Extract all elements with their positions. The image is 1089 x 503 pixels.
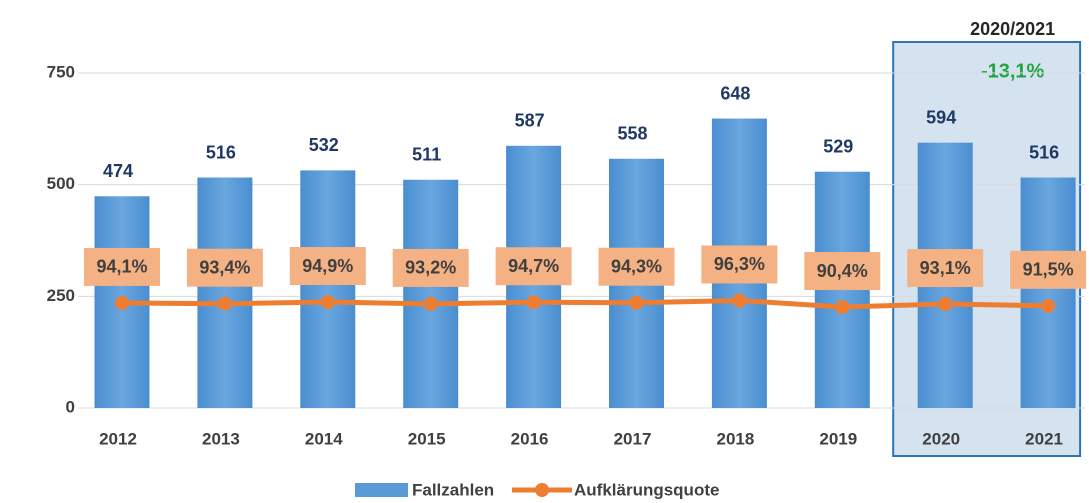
y-tick-label: 250 <box>47 286 75 305</box>
bar-label: 474 <box>103 161 133 181</box>
line-label: 91,5% <box>1023 260 1074 280</box>
line-label: 93,4% <box>199 257 250 277</box>
line-point <box>115 295 129 310</box>
line-label: 94,1% <box>96 257 147 277</box>
line-label: 90,4% <box>817 261 868 281</box>
bar-label: 511 <box>412 145 441 165</box>
bar-label: 587 <box>515 111 545 131</box>
bar <box>197 177 253 408</box>
x-tick-label: 2021 <box>1025 429 1063 448</box>
y-tick-label: 750 <box>47 62 75 81</box>
x-tick-label: 2018 <box>716 429 754 448</box>
line-label-box <box>701 245 778 284</box>
x-tick-label: 2019 <box>819 429 857 448</box>
annotation-title: 2020/2021 <box>970 19 1055 39</box>
legend-label: Aufklärungsquote <box>574 480 719 499</box>
bar-label: 594 <box>926 107 956 127</box>
bar-label: 558 <box>617 124 647 144</box>
line-point <box>217 296 232 311</box>
line-label: 96,3% <box>714 254 765 274</box>
bar-label: 532 <box>309 135 339 155</box>
bar-label: 648 <box>720 83 750 103</box>
line-label-box <box>598 247 675 286</box>
line-point <box>629 295 644 310</box>
bar <box>1020 177 1076 408</box>
x-tick-label: 2014 <box>305 429 343 448</box>
line-point <box>1041 298 1056 313</box>
x-tick-label: 2015 <box>408 429 446 448</box>
line-label-box <box>1010 250 1087 289</box>
line <box>121 297 1049 310</box>
line-label-box <box>186 248 263 287</box>
line-label: 94,7% <box>508 256 559 276</box>
legend-swatch <box>535 483 549 497</box>
line-point <box>938 297 953 312</box>
legend-label: Fallzahlen <box>412 480 494 499</box>
y-tick-label: 0 <box>66 397 75 416</box>
bar-label: 529 <box>823 136 853 156</box>
line-point <box>423 296 438 311</box>
line-label-box <box>907 249 984 288</box>
x-tick-label: 2017 <box>614 429 652 448</box>
x-tick-label: 2012 <box>99 429 137 448</box>
line-point <box>835 300 850 315</box>
bar-label: 516 <box>1029 142 1059 162</box>
y-tick-label: 500 <box>47 174 75 193</box>
bar-label: 516 <box>206 142 236 162</box>
line-label: 93,1% <box>920 258 971 278</box>
line-label-box <box>495 247 572 286</box>
line-label-box <box>804 252 881 291</box>
line-label-box <box>289 247 366 286</box>
bar <box>300 170 356 408</box>
line-label: 94,9% <box>302 256 353 276</box>
line-label: 93,2% <box>405 258 456 278</box>
annotation-text: -13,1% <box>981 60 1045 82</box>
x-tick-label: 2013 <box>202 429 240 448</box>
legend-swatch <box>355 483 408 497</box>
line-point <box>526 295 541 310</box>
x-tick-label: 2020 <box>922 429 960 448</box>
x-tick-label: 2016 <box>511 429 549 448</box>
line-point <box>320 295 335 310</box>
bar <box>403 179 459 408</box>
line-label: 94,3% <box>611 256 662 276</box>
line-point <box>732 293 747 308</box>
line-label-box <box>392 248 469 287</box>
line-label-box <box>84 247 160 286</box>
